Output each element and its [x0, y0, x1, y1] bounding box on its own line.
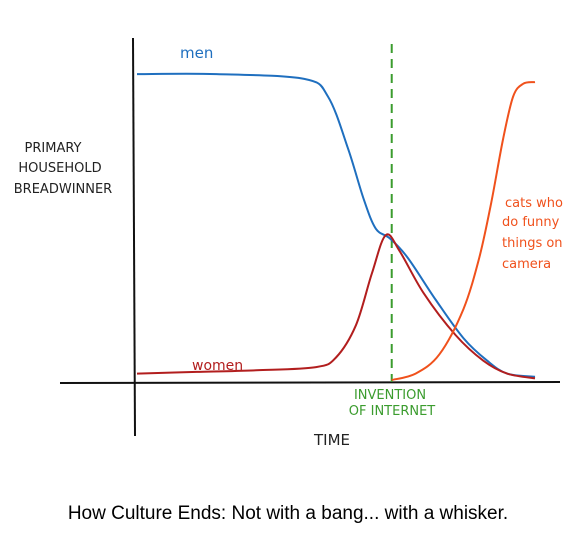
cats-label-line: camera — [502, 257, 551, 272]
y-axis-label-line: BREADWINNER — [14, 182, 112, 197]
cats-label-line: things on — [502, 236, 563, 251]
cats-label: cats who do funny things on camera — [502, 196, 563, 272]
chart: men women cats who do funny things on ca… — [14, 37, 563, 449]
x-axis-label: TIME — [313, 431, 350, 449]
cats-label-line: do funny — [502, 215, 560, 230]
chart-caption: How Culture Ends: Not with a bang... wit… — [67, 503, 509, 524]
internet-invention-label-line: OF INTERNET — [349, 404, 436, 419]
y-axis-label-line: HOUSEHOLD — [18, 161, 101, 176]
men-label: men — [180, 44, 213, 62]
x-axis — [59, 381, 561, 384]
y-axis-label: PRIMARY HOUSEHOLD BREADWINNER — [14, 141, 112, 197]
internet-invention-label: INVENTION OF INTERNET — [349, 388, 436, 419]
y-axis-label-line: PRIMARY — [25, 141, 82, 156]
women-label: women — [192, 358, 243, 374]
y-axis — [132, 37, 136, 437]
women-line — [136, 233, 536, 380]
cats-label-line: cats who — [505, 196, 563, 211]
men-line — [136, 72, 536, 378]
internet-invention-label-line: INVENTION — [354, 388, 426, 403]
cats-line — [391, 81, 536, 381]
